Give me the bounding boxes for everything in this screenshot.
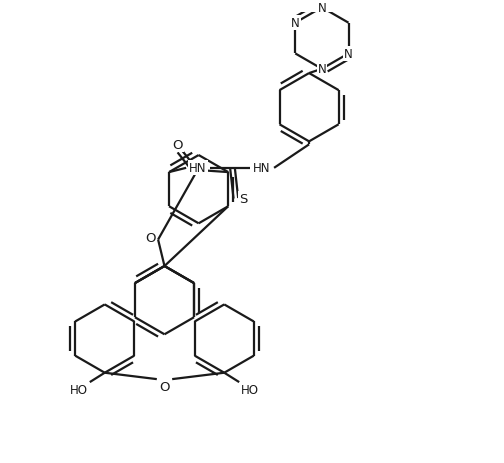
Text: HO: HO	[70, 383, 88, 396]
Text: O: O	[172, 138, 183, 151]
Text: O: O	[159, 381, 170, 394]
Text: N: N	[318, 63, 326, 76]
Text: N: N	[344, 48, 353, 61]
Text: HN: HN	[190, 162, 207, 175]
Text: O: O	[145, 232, 156, 244]
Text: HN: HN	[254, 162, 271, 175]
Text: N: N	[291, 17, 300, 30]
Text: S: S	[239, 193, 247, 206]
Text: HO: HO	[241, 383, 259, 396]
Text: N: N	[318, 2, 326, 15]
